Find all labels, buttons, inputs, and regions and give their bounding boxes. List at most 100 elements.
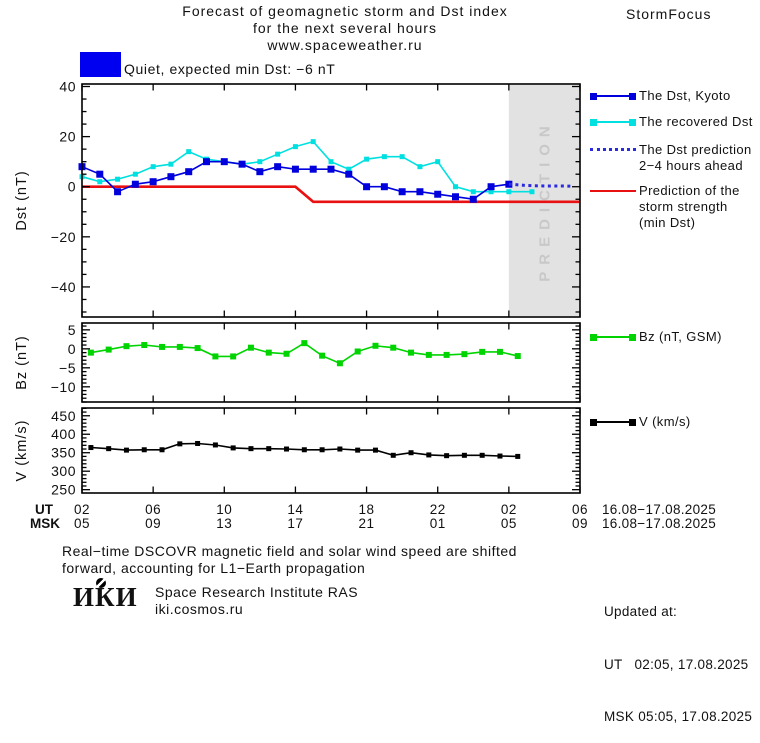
marker-bz — [390, 344, 397, 351]
legend-item-recovered-dst: The recovered Dst — [590, 114, 753, 130]
marker-bz — [123, 343, 130, 350]
marker-kyoto — [416, 188, 424, 196]
marker-kyoto — [256, 168, 264, 176]
marker-recovered — [435, 159, 441, 165]
marker-kyoto — [203, 158, 210, 166]
msk-row-tick: 13 — [216, 516, 232, 531]
marker-v — [408, 450, 414, 456]
updated-at-block: Updated at: UT 02:05, 17.08.2025 MSK 05:… — [604, 568, 752, 743]
marker-bz — [194, 345, 201, 352]
ytick-label-dst: 0 — [68, 179, 76, 195]
marker-bz — [105, 346, 112, 353]
propagation-note: Real−time DSCOVR magnetic field and sola… — [62, 543, 517, 577]
marker-v — [177, 441, 183, 447]
legend-label-v: V (km/s) — [639, 414, 691, 429]
msk-row-date: 16.08−17.08.2025 — [602, 516, 716, 531]
title-line-2: for the next several hours — [253, 20, 437, 36]
iki-logo-text: ИКИ — [73, 582, 138, 612]
marker-v — [426, 452, 432, 458]
marker-v — [515, 453, 521, 459]
ytick-label-bz: 5 — [68, 322, 76, 338]
plot-v: 450 400 350 300 250 V (km/s) — [14, 407, 581, 498]
marker-recovered — [453, 184, 458, 190]
ut-row-prefix: UT — [35, 502, 54, 517]
marker-kyoto — [131, 180, 139, 188]
legend-label-storm-strength-2: storm strength — [639, 199, 728, 214]
legend-item-dst-prediction: The Dst prediction 2−4 hours ahead — [590, 142, 752, 174]
marker-v — [212, 442, 218, 448]
plot-frame-dst — [81, 83, 581, 318]
marker-v — [390, 452, 396, 458]
marker-kyoto — [309, 165, 317, 173]
msk-row-tick: 21 — [359, 516, 375, 531]
marker-kyoto — [345, 170, 353, 178]
marker-v — [497, 453, 503, 459]
institute-name: Space Research Institute RAS — [155, 584, 359, 600]
marker-v — [444, 453, 450, 459]
marker-v — [123, 447, 129, 453]
ticks-v — [81, 407, 581, 493]
title-site-url: www.spaceweather.ru — [267, 37, 423, 53]
marker-bz — [283, 350, 290, 357]
ytick-label-bz: −10 — [51, 379, 76, 395]
iki-logo-leaf-icon — [96, 578, 106, 588]
marker-v — [230, 445, 236, 451]
marker-kyoto — [291, 165, 299, 173]
marker-bz — [212, 353, 219, 360]
marker-bz — [319, 352, 326, 359]
marker-bz — [372, 342, 379, 349]
msk-row-prefix: MSK — [30, 516, 60, 531]
ylabel-dst: Dst (nT) — [14, 170, 30, 230]
marker-recovered — [132, 171, 138, 177]
storm-status-text: Quiet, expected min Dst: −6 nT — [124, 61, 336, 77]
ut-row-tick: 10 — [216, 502, 232, 517]
marker-bz — [176, 343, 183, 350]
marker-kyoto — [149, 178, 157, 186]
marker-bz — [265, 349, 272, 356]
marker-recovered — [168, 161, 174, 167]
legend-item-storm-strength: Prediction of the storm strength (min Ds… — [590, 183, 740, 231]
marker-v — [372, 447, 378, 453]
page-title: Forecast of geomagnetic storm and Dst in… — [100, 3, 590, 54]
marker-v — [461, 452, 467, 458]
legend-item-v: V (km/s) — [590, 414, 691, 430]
marker-recovered — [506, 189, 512, 195]
ut-row-tick: 22 — [430, 502, 446, 517]
legend-item-dst-kyoto: The Dst, Kyoto — [590, 88, 731, 104]
marker-bz — [461, 351, 468, 358]
marker-kyoto — [469, 195, 477, 203]
marker-kyoto — [274, 163, 282, 171]
institute-website: iki.cosmos.ru — [155, 601, 244, 617]
marker-bz — [354, 348, 361, 355]
marker-kyoto — [167, 173, 175, 181]
ut-row-tick: 02 — [74, 502, 90, 517]
ytick-label-dst: 40 — [59, 79, 76, 95]
msk-row-tick: 09 — [572, 516, 588, 531]
marker-recovered — [275, 151, 281, 157]
marker-v — [248, 446, 254, 452]
legend-sample-storm-strength — [590, 186, 636, 197]
marker-kyoto — [96, 170, 104, 178]
legend-label-storm-strength-3: (min Dst) — [639, 215, 696, 230]
marker-bz — [159, 343, 166, 350]
marker-recovered — [399, 154, 405, 160]
marker-bz — [247, 344, 254, 351]
ut-row-tick: 06 — [145, 502, 161, 517]
marker-kyoto — [505, 180, 513, 188]
marker-bz — [408, 349, 415, 356]
ytick-label-dst: −20 — [51, 229, 76, 245]
marker-bz — [479, 348, 486, 355]
marker-kyoto — [487, 183, 495, 191]
marker-recovered — [150, 164, 156, 170]
marker-v — [337, 446, 343, 452]
msk-row-tick: 01 — [430, 516, 446, 531]
marker-v — [284, 446, 290, 452]
legend-label-recovered-dst: The recovered Dst — [639, 114, 753, 129]
marker-v — [266, 446, 272, 452]
updated-at-ut: UT 02:05, 17.08.2025 — [604, 656, 749, 672]
marker-recovered — [488, 189, 494, 195]
ticks-dst — [81, 84, 581, 317]
marker-v — [301, 447, 307, 453]
